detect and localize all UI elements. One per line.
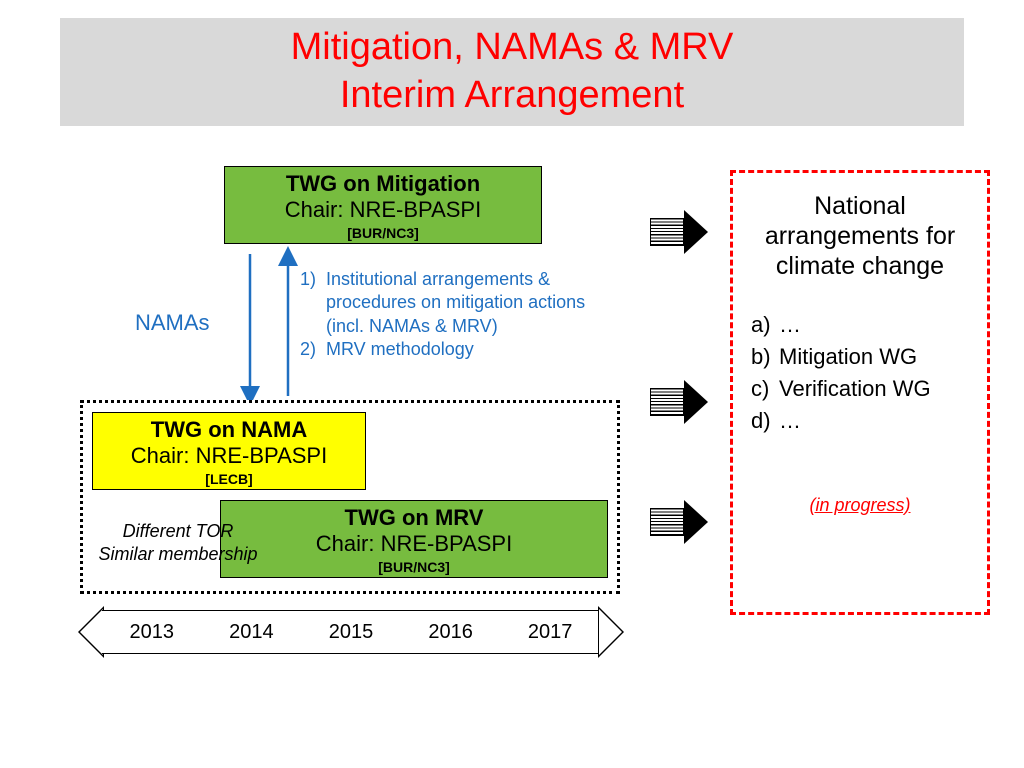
panel-item-c: Verification WG: [779, 376, 931, 401]
arrow-namas-down-icon: [240, 250, 260, 402]
panel-item-b: Mitigation WG: [779, 344, 917, 369]
timeline-2015: 2015: [301, 621, 401, 644]
timeline-2014: 2014: [202, 621, 302, 644]
blue-note-2-text: MRV methodology: [326, 338, 474, 361]
box-mitigation-title: TWG on Mitigation: [229, 171, 537, 197]
blue-notes: 1) Institutional arrangements & procedur…: [300, 268, 610, 362]
box-mitigation: TWG on Mitigation Chair: NRE-BPASPI [BUR…: [224, 166, 542, 244]
blue-note-1-num: 1): [300, 268, 326, 338]
title-line-1: Mitigation, NAMAs & MRV: [60, 24, 964, 72]
box-nama-title: TWG on NAMA: [97, 417, 361, 443]
block-arrow-1-icon: [650, 210, 708, 254]
box-mrv-tag: [BUR/NC3]: [225, 559, 603, 575]
panel-progress: (in progress): [747, 495, 973, 516]
timeline-2017: 2017: [500, 621, 600, 644]
block-arrow-3-icon: [650, 500, 708, 544]
arrow-blue-up-icon: [278, 250, 298, 402]
timeline-left-arrow-icon: [78, 606, 104, 658]
title-bar: Mitigation, NAMAs & MRV Interim Arrangem…: [60, 18, 964, 126]
panel-items: a)… b)Mitigation WG c)Verification WG d)…: [747, 309, 973, 437]
box-nama: TWG on NAMA Chair: NRE-BPASPI [LECB]: [92, 412, 366, 490]
tor-note: Different TOR Similar membership: [88, 520, 268, 565]
national-arrangements-panel: National arrangements for climate change…: [730, 170, 990, 615]
blue-note-1-text: Institutional arrangements & procedures …: [326, 268, 610, 338]
block-arrow-2-icon: [650, 380, 708, 424]
box-mitigation-chair: Chair: NRE-BPASPI: [229, 197, 537, 223]
panel-item-a: …: [779, 312, 801, 337]
box-mitigation-tag: [BUR/NC3]: [229, 225, 537, 241]
box-mrv: TWG on MRV Chair: NRE-BPASPI [BUR/NC3]: [220, 500, 608, 578]
blue-note-2-num: 2): [300, 338, 326, 361]
timeline-2016: 2016: [401, 621, 501, 644]
panel-header: National arrangements for climate change: [747, 191, 973, 281]
box-nama-chair: Chair: NRE-BPASPI: [97, 443, 361, 469]
tor-note-1: Different TOR: [88, 520, 268, 543]
box-mrv-chair: Chair: NRE-BPASPI: [225, 531, 603, 557]
timeline-body: 2013 2014 2015 2016 2017: [102, 610, 600, 654]
title-line-2: Interim Arrangement: [60, 72, 964, 120]
timeline: 2013 2014 2015 2016 2017: [78, 610, 624, 654]
box-mrv-title: TWG on MRV: [225, 505, 603, 531]
timeline-2013: 2013: [102, 621, 202, 644]
tor-note-2: Similar membership: [88, 543, 268, 566]
panel-item-d: …: [779, 408, 801, 433]
box-nama-tag: [LECB]: [97, 471, 361, 487]
timeline-right-arrow-icon: [598, 606, 624, 658]
namas-label: NAMAs: [135, 310, 210, 336]
